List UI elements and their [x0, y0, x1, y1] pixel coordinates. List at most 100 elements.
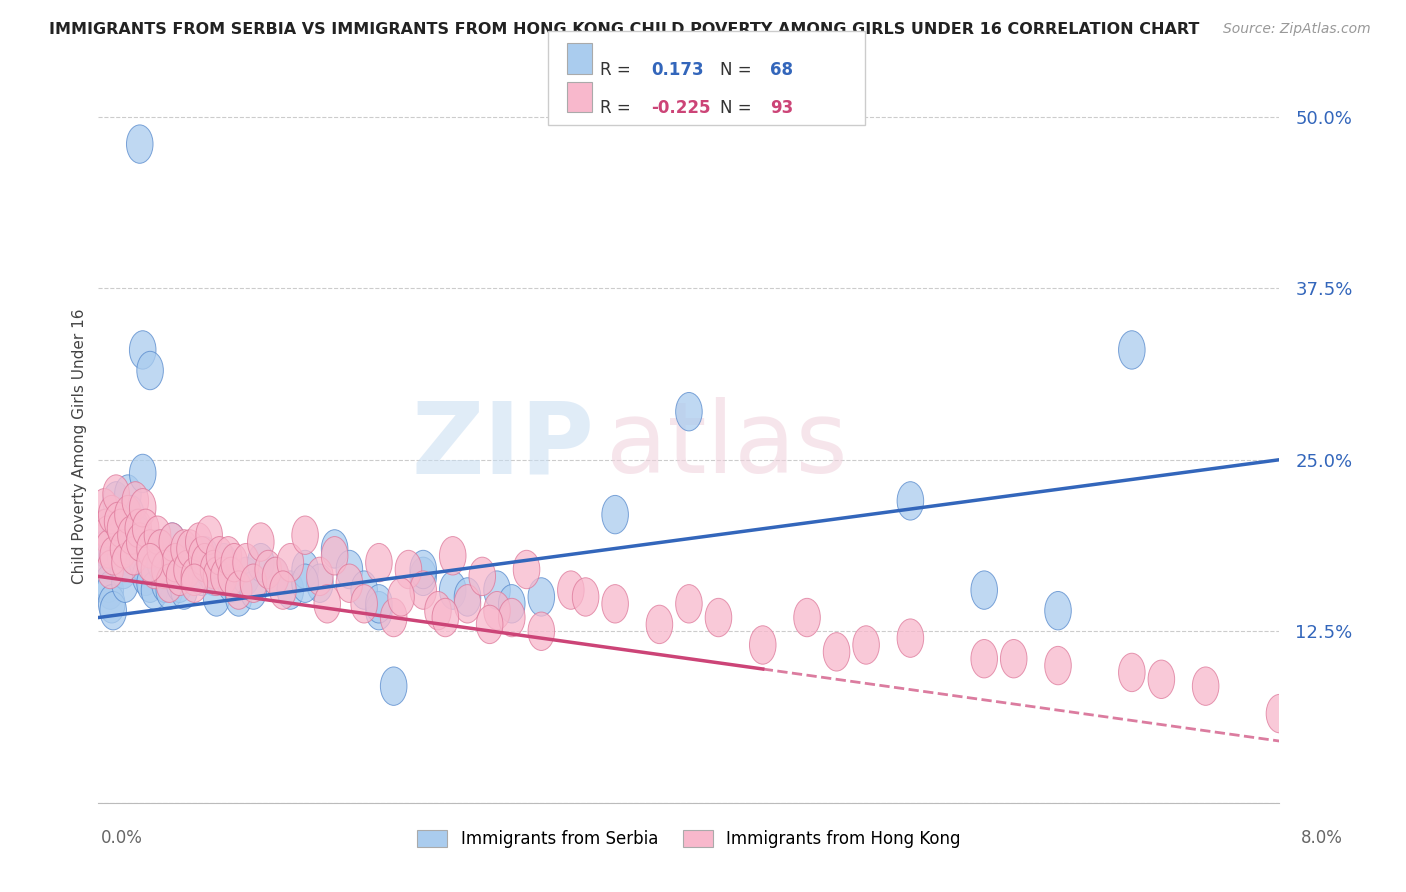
Ellipse shape — [1045, 647, 1071, 685]
Ellipse shape — [141, 550, 167, 589]
Ellipse shape — [676, 392, 702, 431]
Ellipse shape — [170, 571, 197, 609]
Ellipse shape — [93, 509, 120, 548]
Ellipse shape — [156, 571, 183, 609]
Ellipse shape — [1192, 667, 1219, 706]
Ellipse shape — [1267, 694, 1292, 733]
Ellipse shape — [129, 331, 156, 369]
Ellipse shape — [897, 482, 924, 520]
Ellipse shape — [824, 632, 849, 671]
Ellipse shape — [366, 584, 392, 623]
Ellipse shape — [263, 558, 288, 596]
Ellipse shape — [513, 550, 540, 589]
Ellipse shape — [195, 550, 222, 589]
Ellipse shape — [225, 571, 252, 609]
Ellipse shape — [307, 564, 333, 602]
Ellipse shape — [159, 523, 186, 561]
Ellipse shape — [136, 543, 163, 582]
Ellipse shape — [572, 578, 599, 616]
Ellipse shape — [191, 543, 218, 582]
Ellipse shape — [188, 558, 215, 596]
Ellipse shape — [166, 564, 193, 602]
Ellipse shape — [529, 578, 554, 616]
Ellipse shape — [98, 584, 125, 623]
Ellipse shape — [96, 530, 122, 568]
Ellipse shape — [1045, 591, 1071, 630]
Ellipse shape — [240, 571, 267, 609]
Ellipse shape — [221, 543, 247, 582]
Ellipse shape — [1149, 660, 1174, 698]
Ellipse shape — [972, 571, 997, 609]
Ellipse shape — [254, 550, 281, 589]
Ellipse shape — [381, 667, 406, 706]
Ellipse shape — [440, 571, 465, 609]
Text: R =: R = — [600, 61, 631, 78]
Ellipse shape — [177, 530, 204, 568]
Ellipse shape — [156, 564, 183, 602]
Ellipse shape — [411, 550, 436, 589]
Ellipse shape — [425, 591, 451, 630]
Ellipse shape — [277, 571, 304, 609]
Ellipse shape — [132, 558, 159, 596]
Ellipse shape — [411, 558, 436, 596]
Ellipse shape — [647, 605, 672, 644]
Ellipse shape — [602, 495, 628, 533]
Ellipse shape — [186, 523, 212, 561]
Text: ZIP: ZIP — [412, 398, 595, 494]
Ellipse shape — [529, 612, 554, 650]
Ellipse shape — [181, 550, 208, 589]
Ellipse shape — [366, 591, 392, 630]
Text: 0.173: 0.173 — [651, 61, 703, 78]
Ellipse shape — [129, 543, 156, 582]
Ellipse shape — [292, 516, 318, 555]
Ellipse shape — [127, 125, 153, 163]
Ellipse shape — [115, 475, 141, 513]
Ellipse shape — [263, 558, 288, 596]
Ellipse shape — [103, 475, 129, 513]
Ellipse shape — [136, 351, 163, 390]
Ellipse shape — [794, 599, 820, 637]
Ellipse shape — [97, 550, 124, 589]
Ellipse shape — [972, 640, 997, 678]
Ellipse shape — [454, 578, 481, 616]
Text: 93: 93 — [770, 99, 794, 117]
Ellipse shape — [93, 530, 120, 568]
Ellipse shape — [204, 578, 229, 616]
Ellipse shape — [97, 571, 124, 609]
Ellipse shape — [1001, 640, 1026, 678]
Ellipse shape — [145, 530, 170, 568]
Ellipse shape — [91, 489, 118, 527]
Ellipse shape — [454, 584, 481, 623]
Ellipse shape — [98, 495, 125, 533]
Ellipse shape — [152, 564, 179, 602]
Ellipse shape — [200, 558, 226, 596]
Ellipse shape — [204, 558, 229, 596]
Ellipse shape — [484, 591, 510, 630]
Text: N =: N = — [720, 99, 751, 117]
Ellipse shape — [336, 564, 363, 602]
Text: 0.0%: 0.0% — [101, 829, 143, 847]
Ellipse shape — [148, 543, 174, 582]
Ellipse shape — [352, 584, 377, 623]
Ellipse shape — [270, 571, 297, 609]
Ellipse shape — [162, 543, 188, 582]
Ellipse shape — [121, 537, 148, 575]
Ellipse shape — [91, 509, 118, 548]
Ellipse shape — [207, 537, 233, 575]
Ellipse shape — [602, 584, 628, 623]
Ellipse shape — [218, 564, 245, 602]
Ellipse shape — [136, 564, 163, 602]
Ellipse shape — [307, 558, 333, 596]
Ellipse shape — [240, 564, 267, 602]
Ellipse shape — [104, 502, 131, 541]
Ellipse shape — [388, 578, 415, 616]
Ellipse shape — [247, 523, 274, 561]
Ellipse shape — [499, 584, 524, 623]
Text: 8.0%: 8.0% — [1301, 829, 1343, 847]
Text: atlas: atlas — [606, 398, 848, 494]
Ellipse shape — [122, 509, 149, 548]
Ellipse shape — [336, 550, 363, 589]
Ellipse shape — [110, 550, 136, 589]
Ellipse shape — [96, 564, 122, 602]
Ellipse shape — [129, 489, 156, 527]
